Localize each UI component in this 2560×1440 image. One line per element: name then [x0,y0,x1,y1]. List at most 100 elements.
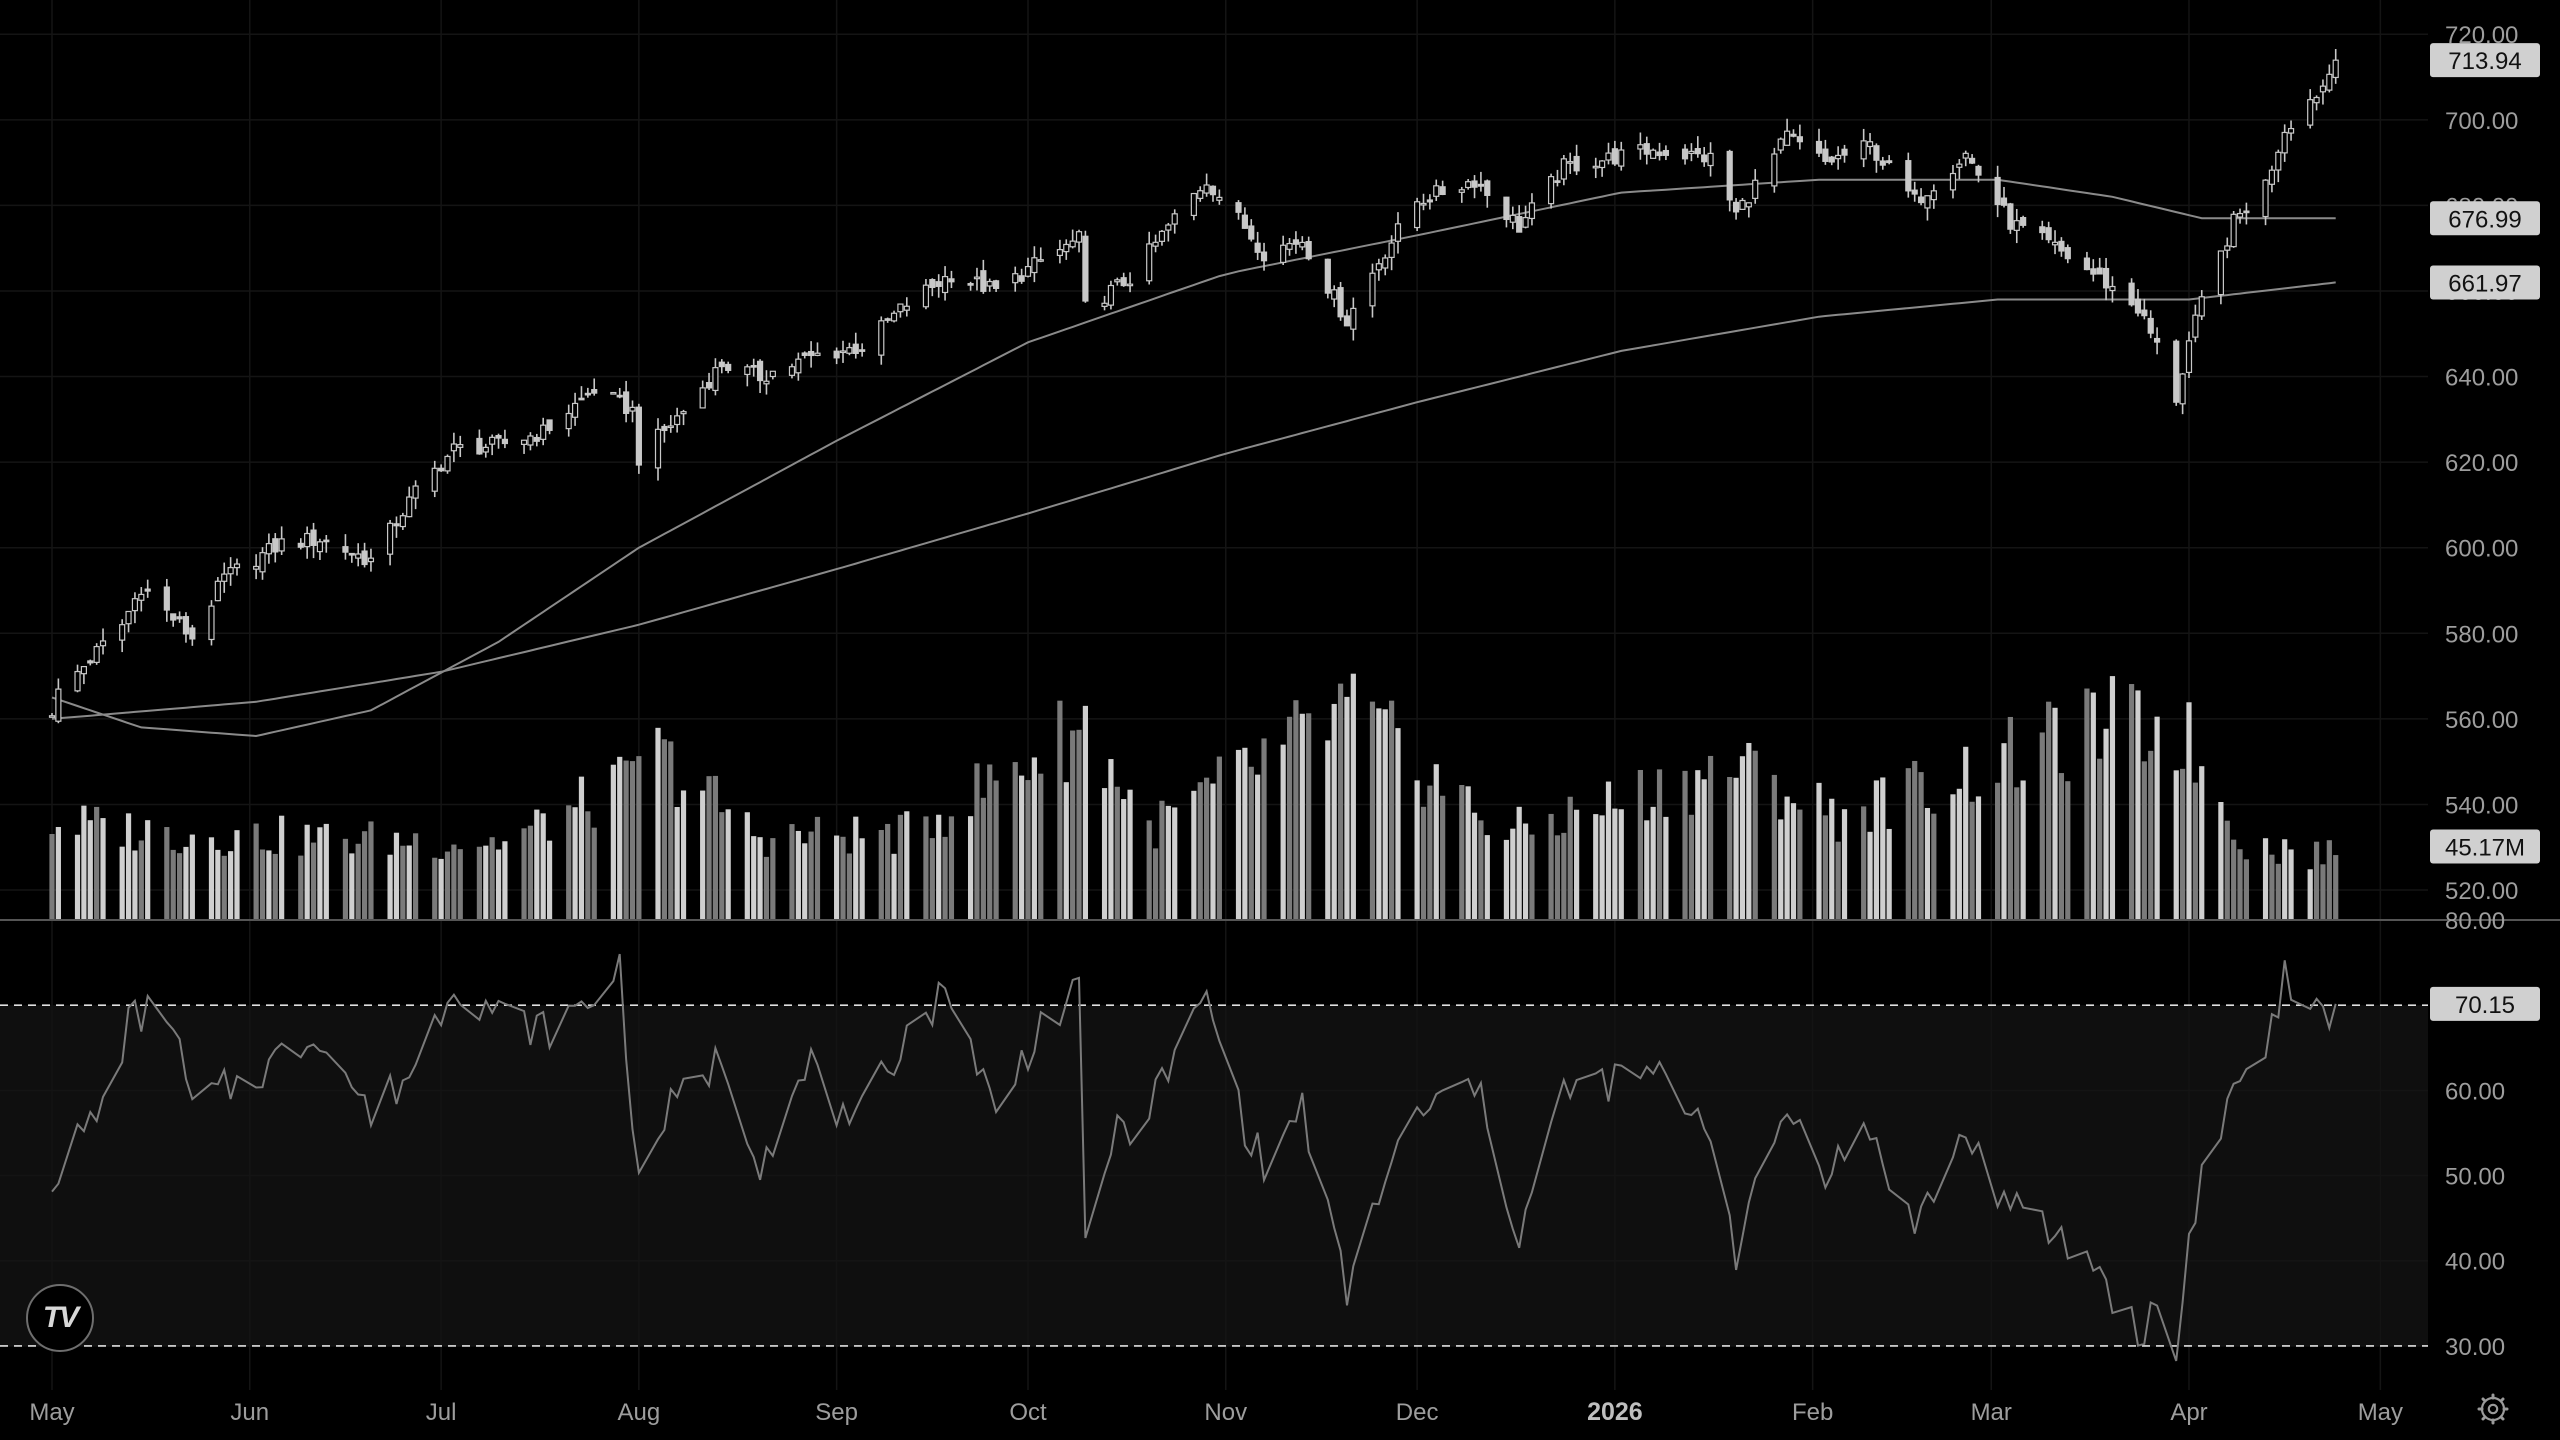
volume-bar [2058,773,2065,920]
price-tick-label: 640.00 [2445,365,2518,392]
volume-bar [1733,777,1739,920]
volume-bar [164,827,170,920]
candle-body [310,529,317,546]
volume-bar [1861,806,1867,920]
candle-body [718,361,725,368]
candle-body [342,546,349,553]
volume-bars [49,673,2339,920]
candle-body [412,485,419,499]
volume-bar [317,827,323,920]
candle-body [629,406,636,412]
volume-bar [1012,762,1018,920]
candle-body [1726,150,1733,201]
candle-body [1203,184,1210,194]
volume-bar [393,832,400,920]
candle-body [1618,149,1625,167]
candle-body [1394,223,1402,242]
volume-bar [145,820,151,920]
time-tick-label: 2026 [1587,1398,1643,1426]
volume-bar [2231,839,2237,920]
time-tick-label: Nov [1204,1399,1247,1426]
candle-body [2141,309,2148,317]
volume-bar [1707,755,1714,920]
candle-body [616,394,623,398]
tradingview-logo[interactable]: TV [26,1284,94,1352]
candle-body [144,588,151,592]
volume-bar [1255,774,1261,920]
gear-icon[interactable] [2476,1392,2510,1426]
candle-body [182,616,190,635]
volume-bar [1127,789,1133,920]
volume-bar [432,857,438,920]
candle-body [227,567,234,575]
candle-body [1388,242,1395,259]
candle-body [1190,192,1197,217]
candle-body [2096,267,2103,275]
volume-bar [476,846,482,920]
candle-body [1592,165,1599,169]
candle-body [801,352,808,356]
volume-bar [1204,777,1210,920]
volume-bar [1656,769,1663,920]
volume-bar [2065,781,2071,920]
volume-bar [81,805,87,920]
volume-bar [834,835,840,920]
candle-body [1694,148,1701,155]
candle-body [119,624,126,641]
volume-bar [2148,750,2154,920]
price-tick-label: 520.00 [2445,878,2518,905]
volume-bar [1529,834,1535,920]
candle-body [1917,196,1925,204]
candle-body [1930,190,1937,201]
volume-bar [94,806,100,920]
candle-body [2013,220,2020,231]
time-tick-label: Mar [1971,1399,2012,1426]
volume-bar [891,853,897,920]
volume-bar [1752,750,1758,920]
volume-bar [1344,696,1350,920]
volume-bar [413,833,419,920]
candle-body [763,380,770,385]
candle-body [2083,257,2091,271]
candle-body [584,392,591,396]
volume-bar [2192,782,2198,920]
candle-body [1560,158,1567,180]
volume-bar [1637,769,1643,920]
volume-bar [1465,786,1471,920]
volume-bar [1516,806,1522,920]
moving-average-line-2 [51,281,2336,720]
candle-body [2090,268,2097,275]
candle-body [316,541,324,553]
volume-bar [2039,732,2045,920]
volume-bar [1548,813,1554,920]
volume-bar [1235,749,1242,920]
volume-bar [763,856,770,920]
volume-bar [1121,799,1127,920]
volume-bar [904,811,910,920]
candle-body [1822,148,1829,162]
candle-body [163,586,170,611]
volume-bar [2282,839,2288,920]
volume-bar [119,846,125,920]
candle-body [1024,265,1032,277]
candle-body [87,660,94,664]
volume-bar [1082,705,1089,920]
volume-bar [1727,776,1733,920]
candle-body [986,280,993,287]
volume-bar [1070,730,1076,920]
volume-bar [1325,740,1331,920]
candle-body [2128,282,2135,306]
candle-body [1745,202,1752,208]
candle-body [1994,176,2001,206]
candle-body [1509,214,1516,223]
candle-body [2064,247,2071,260]
volume-bar [55,826,61,920]
volume-bar [1969,801,1975,920]
candle-body [1286,242,1293,250]
volume-bar [2186,702,2192,920]
ma1-value-label-bg [2430,201,2540,236]
volume-bar [1663,816,1669,920]
candle-body [1082,235,1089,302]
